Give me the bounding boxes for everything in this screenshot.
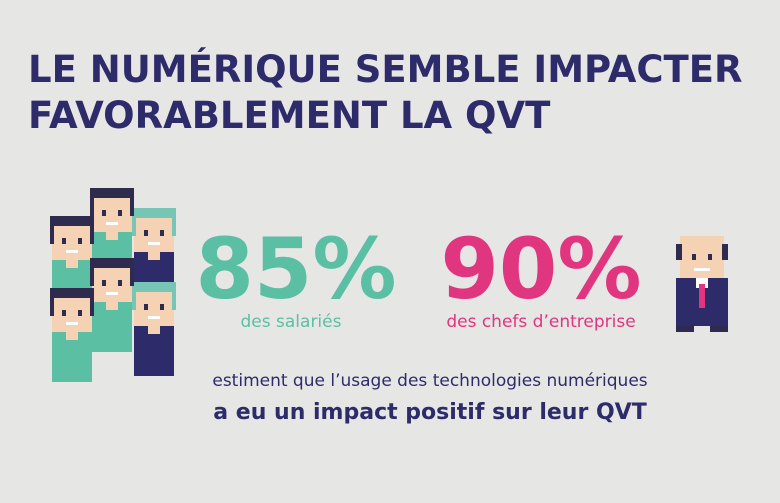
pixel-eye [144,230,148,236]
pixel-mouth [106,292,118,295]
pixel-eye [708,254,712,260]
title-line: FAVORABLEMENT LA QVT [28,94,551,137]
pixel-face [680,236,724,278]
pixel-hair [722,244,728,260]
pixel-face [92,268,132,302]
pixel-hair [676,244,682,260]
pixel-body [134,326,174,376]
pixel-shoe [710,326,728,332]
conclusion-line: a eu un impact positif sur leur QVT [213,400,646,425]
pixel-hair [132,208,176,220]
pixel-eye [118,280,122,286]
pixel-hair [90,258,134,270]
pixel-hair [130,268,134,286]
pixel-hair [90,268,94,286]
pixel-hair [132,292,136,310]
pixel-eye [102,280,106,286]
stat-label: des chefs d’entreprise [446,312,635,332]
pixel-mouth [106,222,118,225]
stat-value: 90% [440,220,641,318]
pixel-mouth [148,242,160,245]
pixel-mouth [148,316,160,319]
pixel-body [92,302,132,352]
pixel-hair [90,298,94,316]
pixel-neck [106,232,118,240]
pixel-mouth [694,268,710,271]
pixel-hair [172,218,176,236]
pixel-hair [132,282,176,294]
pixel-eye [62,238,66,244]
title-line: LE NUMÉRIQUE SEMBLE IMPACTER [28,47,743,91]
pixel-mouth [66,250,78,253]
pixel-eye [692,254,696,260]
pixel-neck [148,326,160,334]
pixel-neck [106,302,118,310]
pixel-neck [66,260,78,268]
pixel-eye [144,304,148,310]
pixel-hair [50,298,54,316]
pixel-hair [172,292,176,310]
pixel-face [134,292,174,326]
pixel-tie [699,284,705,308]
pixel-face [92,198,132,232]
pixel-eye [78,310,82,316]
pixel-eye [160,304,164,310]
pixel-face [134,218,174,252]
illustrations [50,188,728,382]
pixel-shoe [676,326,694,332]
pixel-face [52,298,92,332]
pixel-mouth [66,322,78,325]
pixel-hair [50,216,94,228]
pixel-hair [90,198,94,216]
pixel-body [52,332,92,382]
pixel-hair [90,188,134,200]
pixel-hair [132,218,136,236]
pixel-hair [50,226,54,244]
pixel-face [52,226,92,260]
pixel-eye [102,210,106,216]
pixel-hair [90,226,94,244]
pixel-eye [160,230,164,236]
pixel-shirt [696,278,708,288]
conclusion-line: estiment que l’usage des technologies nu… [212,371,647,391]
pixel-hair [50,288,94,300]
stat-value: 85% [195,220,396,318]
pixel-neck [66,332,78,340]
pixel-eye [118,210,122,216]
pixel-eye [62,310,66,316]
stat-label: des salariés [241,312,342,332]
pixel-hair [130,198,134,216]
pixel-neck [148,252,160,260]
pixel-eye [78,238,82,244]
